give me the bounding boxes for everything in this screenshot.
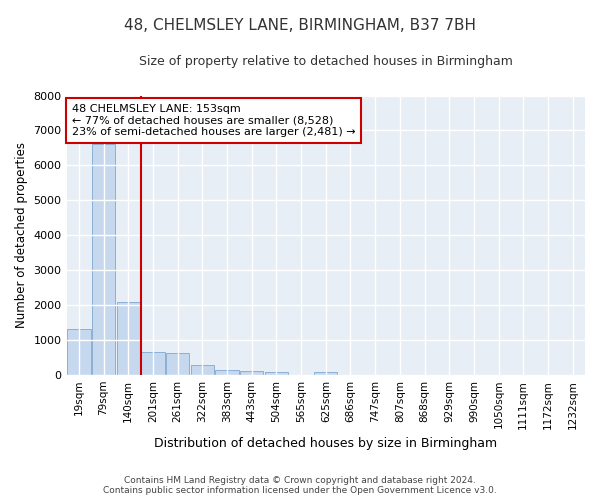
Bar xyxy=(215,370,239,375)
Bar xyxy=(116,302,140,375)
Bar xyxy=(92,144,115,375)
Bar xyxy=(191,364,214,375)
Bar xyxy=(265,372,288,375)
Bar xyxy=(166,352,190,375)
Title: Size of property relative to detached houses in Birmingham: Size of property relative to detached ho… xyxy=(139,55,513,68)
Text: 48, CHELMSLEY LANE, BIRMINGHAM, B37 7BH: 48, CHELMSLEY LANE, BIRMINGHAM, B37 7BH xyxy=(124,18,476,32)
Bar xyxy=(314,372,337,375)
Text: Contains HM Land Registry data © Crown copyright and database right 2024.
Contai: Contains HM Land Registry data © Crown c… xyxy=(103,476,497,495)
Text: 48 CHELMSLEY LANE: 153sqm
← 77% of detached houses are smaller (8,528)
23% of se: 48 CHELMSLEY LANE: 153sqm ← 77% of detac… xyxy=(72,104,355,137)
Y-axis label: Number of detached properties: Number of detached properties xyxy=(15,142,28,328)
Bar xyxy=(240,371,263,375)
X-axis label: Distribution of detached houses by size in Birmingham: Distribution of detached houses by size … xyxy=(154,437,497,450)
Bar xyxy=(67,329,91,375)
Bar xyxy=(141,352,164,375)
